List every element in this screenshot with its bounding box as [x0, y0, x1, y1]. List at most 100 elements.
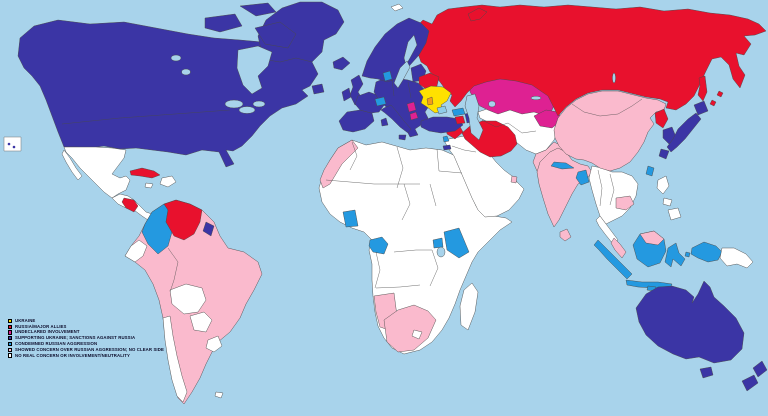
- border-africa: [429, 183, 437, 207]
- iberia: [338, 109, 375, 133]
- border-africa: [396, 146, 404, 189]
- legend-label: SUPPORTING UKRAINE; SANCTIONS AGAINST RU…: [14, 335, 136, 341]
- arctic-island: [254, 21, 297, 49]
- border-africa: [401, 183, 411, 221]
- island-madagascar: [459, 282, 479, 331]
- border-south-america: [167, 247, 179, 293]
- scandinavia-finland: [361, 17, 430, 83]
- baja-california: [61, 149, 83, 181]
- legend-label: CONDEMNED RUSSIAN AGGRESSION: [14, 340, 98, 346]
- island-sakhalin: [697, 75, 708, 102]
- legend-swatch: [8, 336, 13, 341]
- country-ecuador: [124, 239, 148, 263]
- island-sumatra: [593, 239, 633, 280]
- country-uruguay: [205, 335, 223, 353]
- border-africa: [375, 284, 421, 289]
- japan-hokkaido: [693, 100, 709, 116]
- japan-honshu: [666, 112, 702, 153]
- island-hispaniola: [159, 175, 177, 188]
- country-nepal: [550, 161, 575, 170]
- legend-label: SHOWED CONCERN OVER RUSSIAN AGGRESSION; …: [14, 346, 164, 352]
- novaya-zemlya: [467, 7, 488, 22]
- legend-item: SUPPORTING UKRAINE; SANCTIONS AGAINST RU…: [8, 335, 164, 341]
- canadian-lake: [170, 54, 182, 62]
- country-serbia: [406, 101, 417, 113]
- country-mexico: [63, 146, 131, 199]
- philippines-luzon: [656, 175, 670, 195]
- country-denmark: [382, 70, 393, 82]
- country-malaysia: [610, 237, 627, 259]
- legend-label: UNDECLARED INVOLVEMENT: [14, 329, 80, 335]
- africa: [318, 139, 513, 355]
- country-venezuela: [163, 199, 203, 241]
- island-taiwan: [645, 165, 655, 177]
- crimea: [436, 105, 448, 115]
- country-ireland: [341, 87, 352, 102]
- country-morocco-wsahara: [319, 139, 359, 189]
- lake-balkhash: [530, 95, 542, 101]
- legend-item: RUSSIA/MAJOR ALLIES: [8, 324, 164, 330]
- lake-baikal: [612, 72, 616, 84]
- border-africa: [374, 251, 381, 289]
- legend-label: RUSSIA/MAJOR ALLIES: [14, 323, 67, 329]
- new-zealand-south: [741, 374, 759, 392]
- border-africa: [436, 148, 463, 174]
- philippines-visayas: [662, 197, 673, 207]
- legend-item: CONDEMNED RUSSIAN AGGRESSION: [8, 341, 164, 347]
- border-us-canada: [61, 109, 231, 125]
- hudson-bay: [236, 45, 273, 95]
- legend-label: UKRAINE: [14, 317, 36, 323]
- legend: UKRAINE RUSSIA/MAJOR ALLIES UNDECLARED INV…: [8, 318, 164, 359]
- country-gabon: [368, 236, 389, 255]
- legend-swatch: [8, 324, 13, 329]
- country-paraguay: [189, 311, 213, 333]
- legend-swatch: [8, 341, 13, 347]
- country-north-korea: [654, 108, 669, 129]
- great-lake: [238, 106, 256, 114]
- country-turkey: [420, 116, 464, 134]
- country-nicaragua: [121, 197, 139, 213]
- aral-sea: [488, 100, 496, 108]
- country-switzerland: [374, 96, 387, 107]
- french-guiana: [202, 221, 215, 237]
- border-europe: [407, 81, 412, 99]
- canadian-lake: [181, 68, 191, 76]
- country-lesotho: [411, 329, 423, 340]
- border-se-asia: [597, 169, 603, 207]
- border-europe: [391, 79, 395, 97]
- border-arabia: [451, 145, 477, 153]
- country-qatar: [510, 175, 518, 184]
- kuril-island: [709, 99, 717, 107]
- legend-item: SHOWED CONCERN OVER RUSSIAN AGGRESSION; …: [8, 347, 164, 353]
- country-russia: [413, 4, 767, 117]
- island-sardinia: [380, 117, 389, 127]
- island-sulawesi: [664, 242, 686, 268]
- island-sri-lanka: [559, 228, 572, 242]
- country-cambodia: [615, 195, 635, 211]
- legend-swatch: [8, 330, 13, 335]
- japan-kyushu: [658, 148, 670, 160]
- country-china-mongolia: [553, 90, 667, 172]
- island-tasmania: [699, 366, 714, 379]
- arctic-island: [239, 2, 277, 17]
- country-iceland: [332, 56, 351, 71]
- country-lebanon: [442, 135, 450, 143]
- border-se-asia: [609, 173, 615, 206]
- moluccas: [684, 251, 691, 258]
- malaysia-borneo: [639, 230, 665, 246]
- legend-item: UNDECLARED INVOLVEMENT: [8, 330, 164, 336]
- country-uganda: [432, 237, 444, 249]
- philippines-mindanao: [667, 207, 682, 221]
- country-greenland: [257, 1, 345, 63]
- caspian-sea: [464, 93, 484, 141]
- island-sicily: [398, 134, 407, 141]
- island-jamaica: [144, 182, 154, 189]
- border-africa: [349, 141, 358, 171]
- baltic-sea: [393, 60, 411, 89]
- border-mongolia-china: [571, 98, 643, 117]
- west-papua: [690, 241, 723, 263]
- country-belarus: [418, 72, 440, 90]
- country-armenia: [454, 115, 466, 125]
